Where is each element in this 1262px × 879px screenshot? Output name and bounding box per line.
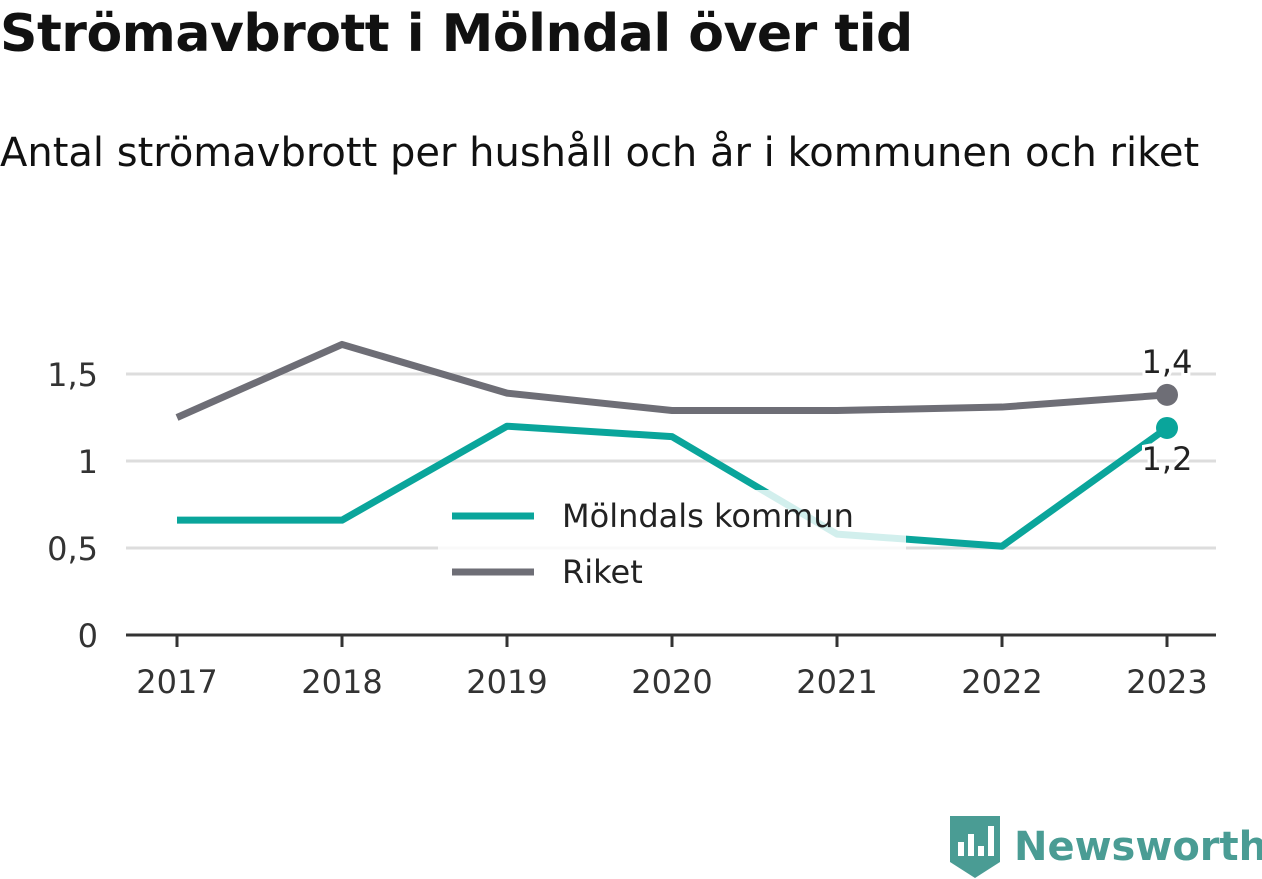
chart-title: Strömavbrott i Mölndal över tid (0, 4, 913, 64)
y-tick-label: 0,5 (47, 530, 98, 568)
x-tick-label: 2022 (961, 663, 1042, 701)
x-tick-label: 2023 (1126, 663, 1207, 701)
y-tick-label: 1,5 (47, 356, 98, 394)
x-tick-label: 2019 (466, 663, 547, 701)
legend-background (438, 490, 906, 598)
x-tick-label: 2017 (136, 663, 217, 701)
chart-subtitle: Antal strömavbrott per hushåll och år i … (0, 130, 1200, 176)
legend-label: Mölndals kommun (562, 497, 854, 535)
series-line-molndal (177, 422, 1170, 550)
y-tick-label: 1 (78, 443, 98, 481)
legend-label: Riket (562, 553, 643, 591)
data-label: 1,4 (1142, 343, 1193, 381)
end-point (1156, 416, 1178, 439)
x-tick-label: 2021 (796, 663, 877, 701)
brand-name: Newsworthy (1014, 824, 1262, 870)
brand-logo: Newsworthy (950, 816, 1262, 878)
end-point (1156, 383, 1178, 406)
x-tick-label: 2018 (301, 663, 382, 701)
series-line-riket (175, 340, 1168, 421)
y-tick-label: 0 (78, 617, 98, 655)
x-tick-label: 2020 (631, 663, 712, 701)
newsworthy-logo-icon (950, 816, 1000, 878)
data-label: 1,2 (1142, 440, 1193, 478)
